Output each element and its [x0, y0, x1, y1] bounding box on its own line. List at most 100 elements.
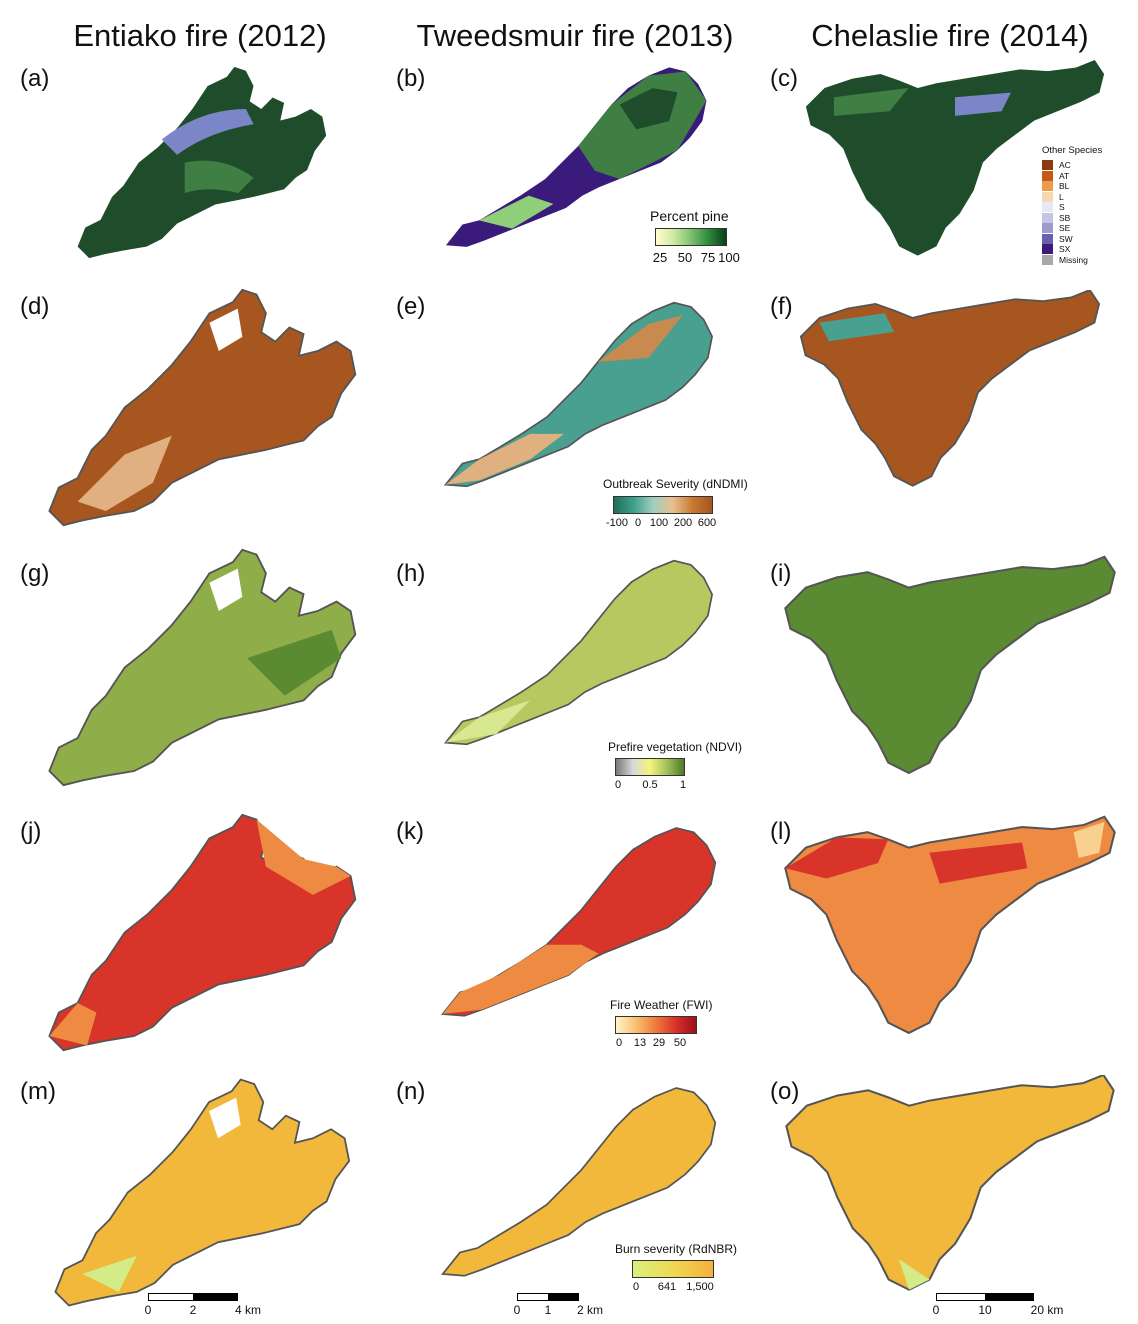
- map-tweedsmuir-fwi: [441, 827, 717, 1017]
- scale-tick: 0: [144, 1303, 152, 1317]
- species-label: BL: [1059, 181, 1070, 192]
- panel-label-a: (a): [20, 65, 50, 92]
- species-legend-item: S: [1042, 202, 1102, 213]
- column-title-entiako: Entiako fire (2012): [73, 18, 327, 53]
- legend-tick: 1: [679, 779, 687, 791]
- scale-tick: 1: [544, 1303, 552, 1317]
- panel-label-m: (m): [20, 1078, 56, 1105]
- scale-tick: 4 km: [234, 1303, 262, 1317]
- scale-tick: 0: [932, 1303, 940, 1317]
- panel-label-f: (f): [770, 293, 793, 320]
- panel-label-d: (d): [20, 293, 50, 320]
- legend-title-ndvi: Prefire vegetation (NDVI): [608, 740, 743, 754]
- species-legend-item: SX: [1042, 244, 1102, 255]
- panel-label-i: (i): [770, 560, 792, 587]
- species-legend-item: SE: [1042, 223, 1102, 234]
- legend-tick: 600: [697, 517, 717, 529]
- map-entiako-dndmi: [48, 288, 357, 527]
- species-legend-item: Missing: [1042, 254, 1102, 266]
- map-chelaslie-fwi: [784, 815, 1116, 1034]
- legend-gradient-pine: [655, 228, 727, 246]
- species-legend-item: L: [1042, 191, 1102, 203]
- legend-tick: -100: [605, 517, 629, 529]
- species-legend-item: AT: [1042, 170, 1102, 182]
- legend-gradient-dndmi: [613, 496, 713, 514]
- legend-tick: 50: [677, 250, 693, 265]
- legend-tick: 50: [673, 1037, 687, 1049]
- scale-bar-tweedsmuir: [517, 1293, 579, 1301]
- scale-tick: 0: [513, 1303, 521, 1317]
- species-legend-title: Other Species: [1042, 145, 1103, 156]
- legend-gradient-rdnbr: [632, 1260, 714, 1278]
- species-label: AT: [1059, 170, 1070, 181]
- scale-tick: 10: [978, 1303, 992, 1317]
- legend-tick: 641: [657, 1281, 677, 1293]
- species-legend: Other Species AC AT BL L S SB SE SW SX Missing: [1042, 145, 1102, 265]
- species-label: SX: [1059, 244, 1071, 255]
- legend-tick: 0.5: [642, 779, 658, 791]
- map-tweedsmuir-ndvi: [444, 559, 713, 746]
- legend-tick: 29: [652, 1037, 666, 1049]
- legend-tick: 0: [614, 779, 622, 791]
- panel-label-h: (h): [396, 560, 426, 587]
- species-label: Missing: [1059, 254, 1088, 265]
- species-legend-item: BL: [1042, 181, 1102, 192]
- species-label: L: [1059, 191, 1064, 202]
- panel-label-b: (b): [396, 65, 426, 92]
- legend-tick: 75: [700, 250, 716, 265]
- map-tweedsmuir-pine: [445, 67, 707, 247]
- map-tweedsmuir-dndmi: [444, 301, 713, 488]
- map-entiako-pine: [77, 66, 327, 259]
- legend-tick: 100: [649, 517, 669, 529]
- scale-tick: 20 km: [1030, 1303, 1064, 1317]
- legend-tick: 0: [615, 1037, 623, 1049]
- panel-label-n: (n): [396, 1078, 426, 1105]
- map-entiako-fwi: [48, 813, 357, 1052]
- panel-label-l: (l): [770, 818, 792, 845]
- panel-label-k: (k): [396, 818, 424, 845]
- species-swatch: [1042, 160, 1053, 171]
- scale-tick: 2: [189, 1303, 197, 1317]
- species-swatch: [1042, 202, 1053, 213]
- species-label: SB: [1059, 212, 1071, 223]
- panel-label-c: (c): [770, 65, 798, 92]
- legend-tick: 0: [632, 1281, 640, 1293]
- map-chelaslie-pine: [805, 60, 1105, 256]
- legend-title-rdnbr: Burn severity (RdNBR): [615, 1242, 738, 1256]
- column-title-tweedsmuir: Tweedsmuir fire (2013): [416, 18, 734, 53]
- species-label: S: [1059, 202, 1065, 213]
- legend-tick: 200: [673, 517, 693, 529]
- scale-bar-entiako: [148, 1293, 238, 1301]
- species-swatch: [1042, 191, 1053, 202]
- panel-label-e: (e): [396, 293, 426, 320]
- species-swatch: [1042, 233, 1053, 244]
- legend-tick: 13: [633, 1037, 647, 1049]
- map-entiako-ndvi: [48, 548, 357, 787]
- species-swatch: [1042, 181, 1053, 192]
- map-chelaslie-ndvi: [784, 555, 1116, 774]
- legend-title-pine: Percent pine: [650, 208, 729, 224]
- map-chelaslie-dndmi: [799, 290, 1101, 487]
- scale-bar-chelaslie: [936, 1293, 1034, 1301]
- scale-tick: 2 km: [576, 1303, 604, 1317]
- map-entiako-rdnbr: [54, 1078, 351, 1307]
- species-swatch: [1042, 212, 1053, 223]
- legend-tick: 1,500: [686, 1281, 714, 1293]
- species-legend-item: SB: [1042, 212, 1102, 224]
- legend-gradient-fwi: [615, 1016, 697, 1034]
- legend-tick: 25: [652, 250, 668, 265]
- panel-label-o: (o): [770, 1078, 800, 1105]
- species-label: SE: [1059, 223, 1071, 234]
- legend-tick: 0: [634, 517, 642, 529]
- legend-title-dndmi: Outbreak Severity (dNDMI): [603, 477, 748, 491]
- species-swatch: [1042, 254, 1053, 265]
- species-label: SW: [1059, 233, 1073, 244]
- column-title-chelaslie: Chelaslie fire (2014): [811, 18, 1089, 53]
- panel-label-g: (g): [20, 560, 50, 587]
- legend-title-fwi: Fire Weather (FWI): [610, 998, 713, 1012]
- species-label: AC: [1059, 160, 1071, 171]
- species-swatch: [1042, 223, 1053, 234]
- species-swatch: [1042, 244, 1053, 255]
- species-legend-item: SW: [1042, 233, 1102, 245]
- species-swatch: [1042, 170, 1053, 181]
